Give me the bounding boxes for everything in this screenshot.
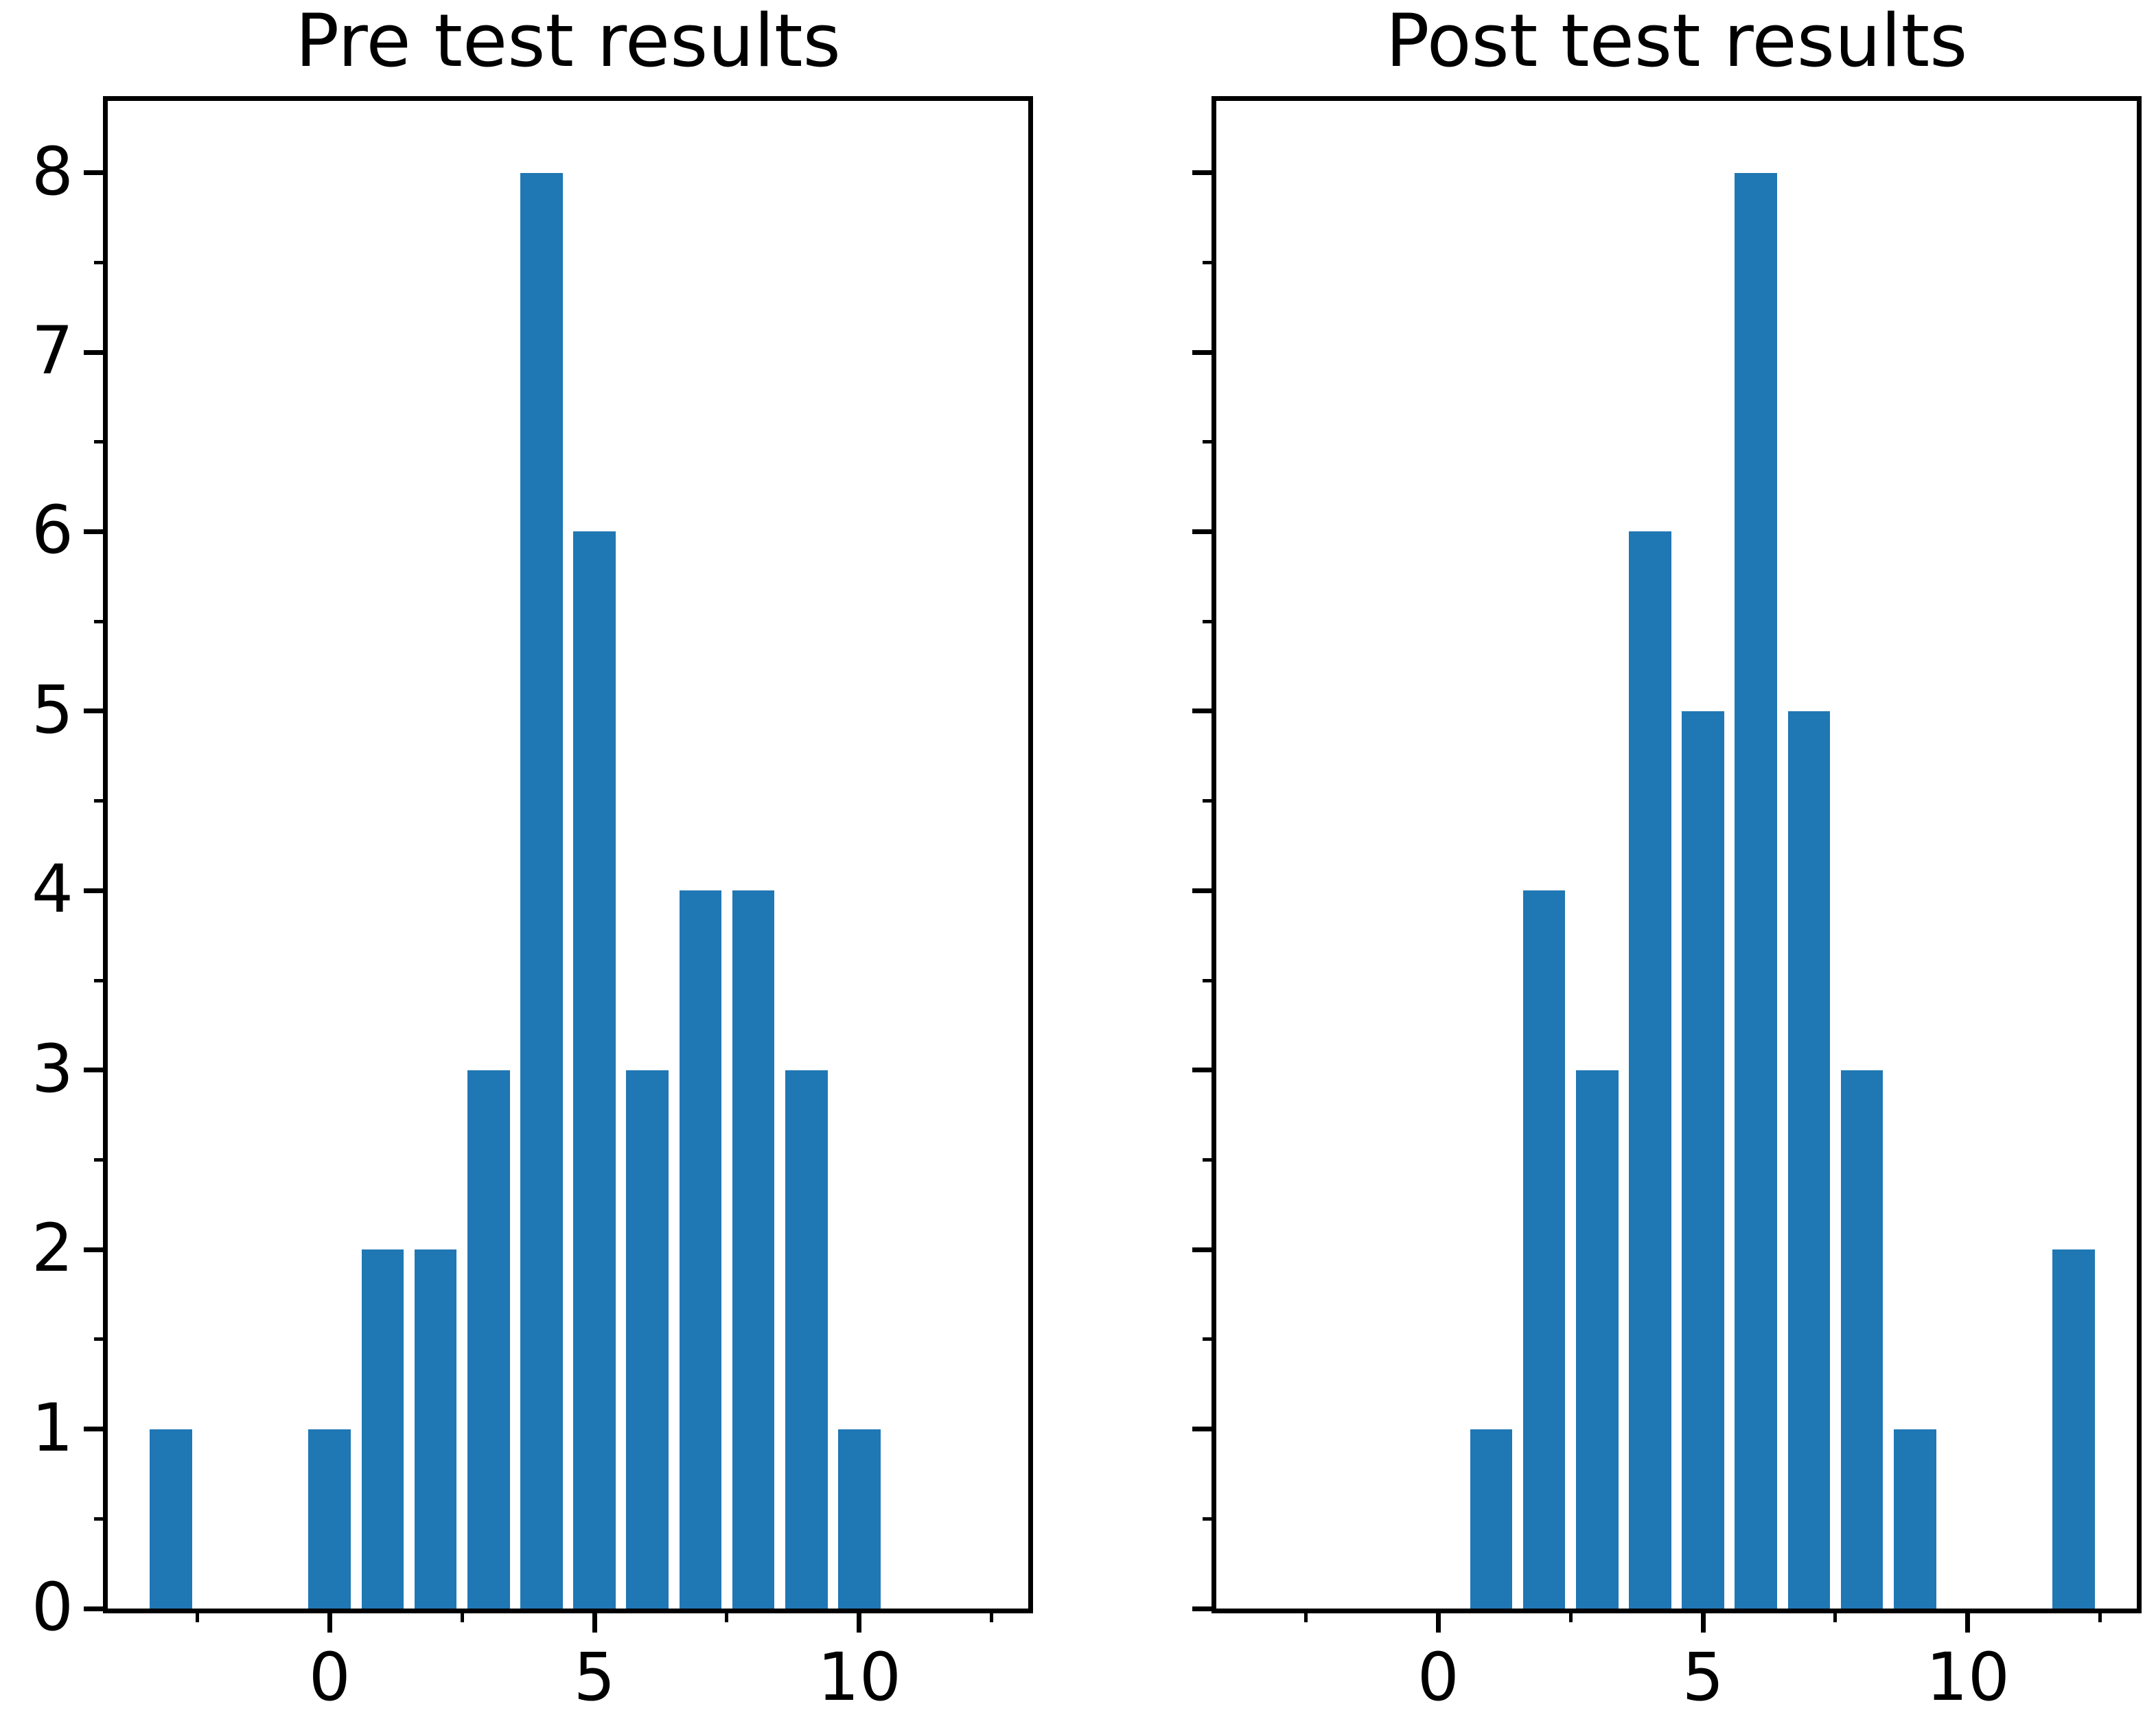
subplot-post: Post test results 0 5 10 bbox=[1192, 0, 2142, 1717]
y-axis-major-tick bbox=[1192, 1606, 1216, 1611]
x-axis-major-tick bbox=[857, 1609, 862, 1633]
x-axis-major-tick bbox=[327, 1609, 332, 1633]
y-axis-minor-tick bbox=[94, 260, 108, 264]
histogram-bar bbox=[679, 890, 722, 1609]
y-axis-major-tick bbox=[1192, 529, 1216, 534]
histogram-bar bbox=[467, 1070, 510, 1609]
y-axis-major-tick bbox=[84, 1247, 108, 1252]
y-axis-major-tick bbox=[1192, 1068, 1216, 1073]
y-axis-minor-tick bbox=[94, 1517, 108, 1521]
y-axis-major-tick bbox=[84, 888, 108, 893]
y-axis-major-tick bbox=[84, 1427, 108, 1432]
histogram-bar bbox=[308, 1429, 351, 1609]
y-axis-minor-tick bbox=[1203, 260, 1216, 264]
histogram-bar bbox=[2052, 1249, 2096, 1609]
y-axis-major-tick bbox=[1192, 170, 1216, 176]
x-axis-minor-tick bbox=[2098, 1609, 2102, 1622]
x-axis-minor-tick bbox=[1833, 1609, 1838, 1622]
histogram-bar bbox=[785, 1070, 828, 1609]
y-axis-tick-label: 2 bbox=[31, 1210, 73, 1287]
pre-test-title: Pre test results bbox=[295, 0, 841, 83]
y-axis-major-tick bbox=[1192, 708, 1216, 714]
y-axis-minor-tick bbox=[94, 799, 108, 803]
y-axis-tick-label: 0 bbox=[31, 1569, 73, 1646]
x-axis-tick-label: 10 bbox=[817, 1639, 901, 1716]
x-axis-minor-tick bbox=[195, 1609, 199, 1622]
y-axis-minor-tick bbox=[1203, 799, 1216, 803]
y-axis-major-tick bbox=[1192, 349, 1216, 355]
y-axis-tick-label: 5 bbox=[31, 671, 73, 748]
y-axis-major-tick bbox=[84, 170, 108, 176]
histogram-bar bbox=[1575, 1070, 1619, 1609]
x-axis-minor-tick bbox=[990, 1609, 994, 1622]
histogram-bar bbox=[1522, 890, 1566, 1609]
post-test-title: Post test results bbox=[1385, 0, 1968, 83]
x-axis-major-tick bbox=[1965, 1609, 1971, 1633]
x-axis-major-tick bbox=[1700, 1609, 1706, 1633]
histogram-bar bbox=[732, 890, 775, 1609]
x-axis-minor-tick bbox=[1303, 1609, 1308, 1622]
x-axis-tick-label: 0 bbox=[1417, 1639, 1459, 1716]
x-axis-minor-tick bbox=[725, 1609, 729, 1622]
subplot-pre: Pre test results 0 5 10 0 1 2 3 4 5 6 7 8 bbox=[32, 0, 1033, 1717]
y-axis-minor-tick bbox=[94, 1337, 108, 1341]
histogram-bar bbox=[573, 531, 616, 1609]
y-axis-minor-tick bbox=[94, 619, 108, 623]
y-axis-minor-tick bbox=[1203, 1337, 1216, 1341]
x-axis-tick-label: 10 bbox=[1925, 1639, 2010, 1716]
histogram-bar bbox=[361, 1249, 404, 1609]
y-axis-major-tick bbox=[1192, 888, 1216, 893]
y-axis-minor-tick bbox=[1203, 1517, 1216, 1521]
axes-post: 0 5 10 bbox=[1192, 96, 2142, 1710]
y-axis-major-tick bbox=[84, 708, 108, 714]
y-axis-minor-tick bbox=[94, 440, 108, 444]
histogram-bar bbox=[626, 1070, 669, 1609]
y-axis-major-tick bbox=[1192, 1247, 1216, 1252]
y-axis-tick-label: 7 bbox=[31, 312, 73, 390]
y-axis-minor-tick bbox=[1203, 440, 1216, 444]
histogram-bar bbox=[1840, 1070, 1883, 1609]
y-axis-major-tick bbox=[84, 1068, 108, 1073]
y-axis-tick-label: 3 bbox=[31, 1030, 73, 1107]
y-axis-tick-label: 6 bbox=[31, 492, 73, 569]
histogram-bar bbox=[838, 1429, 881, 1609]
y-axis-major-tick bbox=[1192, 1427, 1216, 1432]
x-axis-tick-label: 0 bbox=[308, 1639, 351, 1716]
histogram-bar bbox=[520, 172, 563, 1609]
y-axis-minor-tick bbox=[94, 978, 108, 982]
y-axis-major-tick bbox=[84, 349, 108, 355]
y-axis-major-tick bbox=[84, 529, 108, 534]
y-axis-minor-tick bbox=[94, 1157, 108, 1162]
axes-pre: 0 5 10 0 1 2 3 4 5 6 7 8 bbox=[32, 96, 1033, 1710]
x-axis-major-tick bbox=[592, 1609, 597, 1633]
x-axis-minor-tick bbox=[460, 1609, 464, 1622]
x-axis-tick-label: 5 bbox=[573, 1639, 616, 1716]
histogram-bar bbox=[1629, 531, 1671, 1609]
histogram-bar bbox=[1787, 711, 1831, 1609]
y-axis-minor-tick bbox=[1203, 1157, 1216, 1162]
y-axis-minor-tick bbox=[1203, 978, 1216, 982]
histogram-bar bbox=[149, 1429, 192, 1609]
histogram-bar bbox=[1470, 1429, 1513, 1609]
y-axis-tick-label: 8 bbox=[31, 132, 73, 210]
y-axis-major-tick bbox=[84, 1606, 108, 1611]
histogram-bar bbox=[1735, 172, 1778, 1609]
histogram-bar bbox=[414, 1249, 457, 1609]
histogram-bar bbox=[1893, 1429, 1936, 1609]
x-axis-major-tick bbox=[1435, 1609, 1441, 1633]
histogram-bar bbox=[1682, 711, 1724, 1609]
y-axis-tick-label: 4 bbox=[31, 851, 73, 928]
x-axis-minor-tick bbox=[1568, 1609, 1573, 1622]
y-axis-tick-label: 1 bbox=[31, 1389, 73, 1466]
x-axis-tick-label: 5 bbox=[1682, 1639, 1724, 1716]
y-axis-minor-tick bbox=[1203, 619, 1216, 623]
